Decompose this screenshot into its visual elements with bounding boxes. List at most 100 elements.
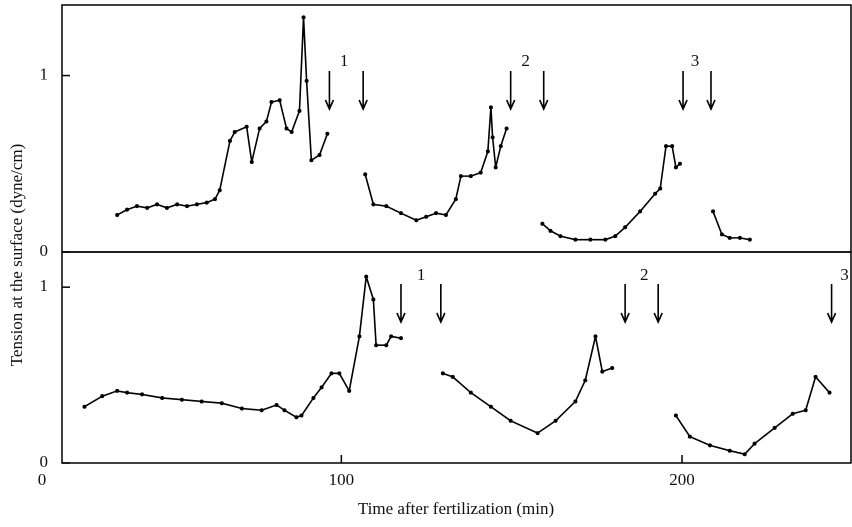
data-point: [125, 390, 130, 395]
y-tick-label: 1: [40, 276, 49, 295]
annotation-label: 2: [521, 51, 530, 70]
data-point: [813, 374, 818, 379]
data-point: [249, 160, 254, 165]
data-point: [115, 212, 120, 217]
data-point: [790, 411, 795, 416]
data-point: [610, 366, 615, 371]
data-point: [239, 406, 244, 411]
data-point: [274, 402, 279, 407]
data-point: [488, 105, 493, 110]
data-point: [508, 418, 513, 423]
data-point: [194, 202, 199, 207]
data-point: [232, 130, 237, 135]
data-point: [347, 388, 352, 393]
data-point: [485, 149, 490, 154]
data-point: [434, 211, 439, 216]
data-point: [414, 218, 419, 223]
data-point: [593, 334, 598, 339]
data-point: [204, 200, 209, 205]
arrow: [505, 71, 516, 111]
data-point: [583, 378, 588, 383]
y-tick-label: 0: [40, 452, 49, 471]
data-point: [772, 425, 777, 430]
data-point: [199, 399, 204, 404]
data-point: [325, 131, 330, 136]
data-point: [317, 152, 322, 157]
data-point: [548, 228, 553, 233]
arrow: [653, 284, 663, 324]
data-point: [371, 202, 376, 207]
data-point: [294, 415, 299, 420]
data-point: [398, 211, 403, 216]
data-point: [600, 369, 605, 374]
data-point: [488, 404, 493, 409]
data-point: [227, 138, 232, 143]
data-point: [573, 399, 578, 404]
data-point: [185, 204, 190, 209]
arrow: [436, 284, 446, 324]
data-point: [160, 395, 165, 400]
data-point: [719, 232, 724, 237]
data-point: [179, 397, 184, 402]
data-point: [687, 434, 692, 439]
data-point: [553, 418, 558, 423]
data-point: [297, 108, 302, 113]
data-point: [677, 161, 682, 166]
data-point: [269, 100, 274, 105]
data-point: [588, 237, 593, 242]
plot-frame: [61, 251, 852, 464]
y-tick-label: 0: [40, 241, 49, 260]
data-point: [309, 158, 314, 163]
data-point: [212, 197, 217, 202]
x-tick-label: 0: [38, 470, 47, 489]
data-point: [468, 174, 473, 179]
data-point: [468, 390, 473, 395]
data-point: [673, 413, 678, 418]
data-point: [638, 209, 643, 214]
data-point: [737, 235, 742, 240]
data-point: [398, 336, 403, 341]
data-point: [493, 165, 498, 170]
data-point: [363, 172, 368, 177]
data-point: [145, 205, 150, 210]
data-line: [116, 17, 329, 216]
data-point: [304, 78, 309, 83]
x-axis-label: Time after fertilization (min): [358, 499, 554, 518]
y-axis-label: Tension at the surface (dyne/cm): [7, 144, 26, 367]
data-point: [752, 441, 757, 446]
data-point: [478, 170, 483, 175]
data-point: [658, 186, 663, 191]
data-point: [364, 274, 369, 279]
data-point: [443, 212, 448, 217]
data-point: [301, 15, 306, 20]
data-point: [623, 225, 628, 230]
data-point: [164, 205, 169, 210]
data-point: [277, 98, 282, 103]
data-point: [803, 408, 808, 413]
data-point: [453, 197, 458, 202]
data-line: [364, 107, 508, 222]
data-line: [84, 276, 402, 419]
annotation-label: 3: [691, 51, 700, 70]
x-tick-label: 100: [329, 470, 355, 489]
data-point: [140, 392, 145, 397]
data-point: [219, 401, 224, 406]
arrow: [396, 284, 406, 324]
data-point: [424, 214, 429, 219]
data-point: [450, 374, 455, 379]
data-point: [440, 371, 445, 376]
arrow: [538, 71, 549, 111]
data-point: [264, 119, 269, 124]
data-point: [742, 452, 747, 457]
y-tick-label: 1: [40, 64, 49, 83]
data-point: [384, 204, 389, 209]
data-point: [311, 395, 316, 400]
data-point: [155, 202, 160, 207]
data-point: [259, 408, 264, 413]
data-point: [125, 207, 130, 212]
data-point: [673, 165, 678, 170]
data-point: [357, 334, 362, 339]
data-line: [712, 211, 750, 241]
data-point: [613, 234, 618, 239]
data-line: [541, 145, 681, 241]
